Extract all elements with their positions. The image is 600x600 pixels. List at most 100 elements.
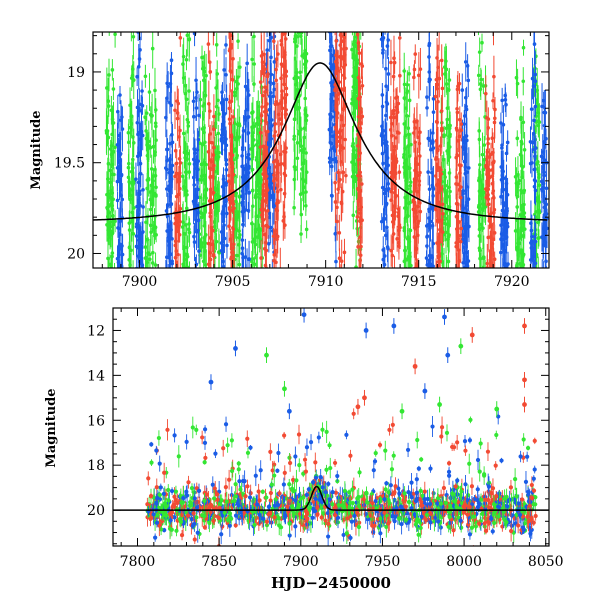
- zoom-data-point: [343, 53, 347, 57]
- zoom-data-point: [260, 93, 265, 98]
- zoom-data-point: [535, 285, 539, 289]
- zoom-data-point: [483, 297, 487, 301]
- zoom-data-point: [356, 281, 360, 285]
- zoom-data-point: [149, 230, 153, 234]
- zoom-data-point: [278, 290, 282, 294]
- zoom-data-point: [384, 167, 388, 171]
- zoom-data-point: [380, 315, 384, 319]
- zoom-data-point: [464, 306, 468, 310]
- zoom-data-point: [120, 252, 125, 257]
- zoom-data-point: [298, 9, 302, 13]
- zoom-data-point: [174, 277, 178, 281]
- zoom-data-point: [217, 194, 222, 199]
- zoom-data-point: [333, 200, 338, 204]
- zoom-data-point: [214, 239, 219, 244]
- zoom-data-point: [302, 147, 307, 151]
- zoom-data-point: [464, 329, 468, 333]
- zoom-data-point: [529, 460, 533, 464]
- zoom-data-point: [466, 166, 471, 170]
- zoom-data-point: [303, 5, 307, 9]
- zoom-data-point: [283, 173, 288, 178]
- zoom-data-point: [542, 223, 547, 228]
- zoom-data-point: [128, 328, 132, 332]
- zoom-data-point: [537, 200, 542, 204]
- zoom-data-point: [128, 197, 132, 202]
- zoom-data-point: [198, 178, 202, 182]
- zoom-data-point: [176, 281, 180, 285]
- zoom-data-point: [264, 248, 269, 253]
- zoom-data-point: [106, 256, 110, 261]
- zoom-data-point: [537, 297, 541, 301]
- zoom-data-point: [143, 375, 147, 379]
- zoom-data-point: [273, 122, 278, 126]
- zoom-data-point: [120, 5, 124, 9]
- zoom-data-point: [521, 45, 526, 50]
- zoom-data-point: [212, 114, 216, 119]
- zoom-data-point: [117, 247, 122, 251]
- zoom-data-point: [535, 275, 539, 279]
- zoom-data-point: [335, 97, 340, 101]
- zoom-data-point: [117, 337, 121, 341]
- zoom-data-point: [231, 56, 235, 61]
- zoom-data-point: [207, 284, 211, 288]
- zoom-data-point: [403, 291, 407, 295]
- zoom-data-point: [164, 331, 168, 335]
- zoom-data-point: [231, 225, 235, 230]
- zoom-data-point: [255, 275, 259, 279]
- zoom-data-point: [242, 318, 246, 322]
- zoom-data-point: [272, 334, 276, 338]
- zoom-data-point: [235, 253, 239, 258]
- zoom-data-point: [139, 262, 144, 266]
- zoom-data-point: [440, 290, 444, 294]
- zoom-data-point: [481, 256, 486, 260]
- zoom-data-point: [132, 355, 136, 359]
- zoom-data-point: [351, 213, 356, 218]
- zoom-data-point: [340, 145, 345, 150]
- zoom-data-point: [447, 126, 452, 131]
- zoom-data-point: [150, 261, 155, 265]
- zoom-data-point: [250, 125, 254, 130]
- zoom-data-point: [404, 206, 409, 211]
- zoom-data-point: [522, 412, 526, 416]
- zoom-data-point: [252, 34, 256, 39]
- zoom-data-point: [297, 13, 301, 17]
- zoom-data-point: [181, 54, 186, 59]
- zoom-data-point: [168, 236, 173, 241]
- zoom-data-point: [242, 320, 246, 324]
- zoom-data-point: [196, 347, 200, 351]
- zoom-data-point: [445, 117, 450, 122]
- zoom-data-point: [201, 291, 205, 295]
- zoom-data-point: [139, 319, 143, 323]
- zoom-data-point: [538, 355, 542, 359]
- zoom-data-point: [168, 141, 172, 146]
- zoom-data-point: [217, 312, 221, 316]
- zoom-data-point: [463, 206, 468, 210]
- zoom-data-point: [519, 188, 523, 193]
- zoom-data-point: [339, 32, 343, 36]
- zoom-data-point: [195, 303, 199, 307]
- zoom-data-point: [480, 187, 484, 192]
- zoom-data-point: [383, 20, 387, 24]
- zoom-data-point: [134, 296, 138, 300]
- zoom-data-point: [504, 151, 509, 156]
- zoom-data-point: [165, 255, 169, 260]
- zoom-data-point: [191, 199, 196, 204]
- zoom-data-point: [136, 212, 141, 217]
- zoom-data-point: [530, 371, 534, 375]
- zoom-data-point: [153, 150, 157, 154]
- zoom-data-point: [197, 195, 202, 200]
- zoom-data-point: [116, 109, 120, 114]
- zoom-data-point: [264, 109, 269, 114]
- zoom-data-point: [528, 258, 533, 262]
- zoom-data-point: [284, 108, 288, 112]
- zoom-data-point: [200, 215, 204, 220]
- zoom-data-point: [213, 311, 217, 315]
- zoom-data-point: [111, 150, 116, 154]
- zoom-data-point: [299, 212, 304, 217]
- zoom-data-point: [119, 312, 123, 316]
- zoom-data-point: [515, 218, 519, 223]
- zoom-data-point: [425, 95, 429, 99]
- zoom-data-point: [203, 93, 208, 98]
- zoom-data-point: [354, 219, 359, 223]
- zoom-data-point: [220, 90, 224, 94]
